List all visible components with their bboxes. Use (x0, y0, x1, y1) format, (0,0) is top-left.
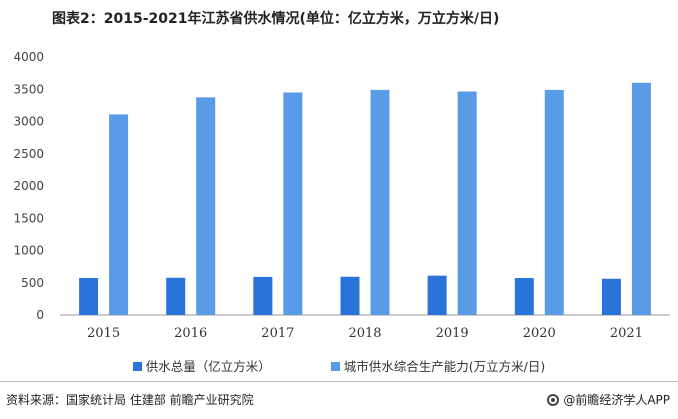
legend-swatch-capacity (330, 362, 340, 371)
y-tick-label: 3000 (13, 115, 44, 129)
bar-capacity-2016 (196, 97, 216, 315)
y-tick-label: 0 (36, 308, 44, 322)
bars (79, 82, 651, 316)
bar-supply-2021 (601, 278, 621, 315)
bar-supply-2017 (253, 276, 273, 315)
brand-logo-icon (547, 393, 560, 406)
brand-label: @前瞻经济学人APP (563, 393, 670, 407)
x-tick-label: 2020 (523, 326, 556, 341)
y-axis: 0 500 1000 1500 2000 2500 3000 3500 4000 (13, 50, 44, 322)
y-tick-label: 2500 (13, 147, 44, 161)
y-tick-label: 3500 (13, 82, 44, 96)
bar-capacity-2018 (370, 89, 390, 316)
y-tick-label: 2000 (13, 179, 44, 193)
x-tick-label: 2016 (174, 326, 207, 341)
legend-label-capacity: 城市供水综合生产能力(万立方米/日) (343, 359, 546, 374)
legend-item-supply: 供水总量（亿立方米） (132, 356, 271, 375)
legend-item-capacity: 城市供水综合生产能力(万立方米/日) (330, 356, 546, 375)
x-tick-label: 2019 (436, 326, 469, 341)
bar-supply-2020 (514, 278, 534, 315)
legend: 供水总量（亿立方米） 城市供水综合生产能力(万立方米/日) (0, 356, 678, 375)
bar-capacity-2015 (109, 114, 129, 315)
bar-supply-2015 (79, 277, 99, 315)
bar-capacity-2019 (457, 91, 477, 315)
bar-supply-2018 (340, 276, 360, 315)
bar-capacity-2017 (283, 92, 303, 315)
x-tick-label: 2015 (87, 326, 120, 341)
legend-swatch-supply (132, 362, 142, 371)
brand: @前瞻经济学人APP (547, 391, 670, 408)
y-tick-label: 1500 (13, 211, 44, 225)
bar-capacity-2020 (544, 89, 564, 316)
chart-title: 图表2：2015-2021年江苏省供水情况(单位：亿立方米，万立方米/日) (52, 11, 500, 27)
y-tick-label: 4000 (13, 50, 44, 64)
bar-supply-2019 (427, 275, 447, 315)
x-axis: 2015 2016 2017 2018 2019 2020 2021 (87, 326, 643, 341)
x-tick-label: 2021 (610, 326, 643, 341)
x-tick-label: 2018 (348, 326, 381, 341)
x-tick-label: 2017 (261, 326, 294, 341)
y-tick-label: 1000 (13, 244, 44, 258)
legend-label-supply: 供水总量（亿立方米） (145, 359, 271, 374)
bar-capacity-2021 (631, 82, 651, 315)
y-tick-label: 500 (21, 276, 44, 290)
bar-supply-2016 (166, 277, 186, 315)
footer-divider (0, 381, 678, 382)
source-note: 资料来源：国家统计局 住建部 前瞻产业研究院 (6, 393, 254, 407)
